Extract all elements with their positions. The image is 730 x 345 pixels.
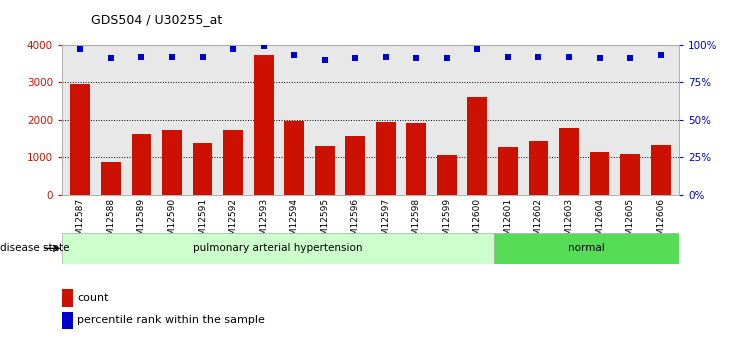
Bar	[71, 84, 91, 195]
Point	[227, 47, 239, 52]
Point	[410, 56, 422, 61]
Text: normal: normal	[568, 244, 604, 253]
Point	[258, 43, 269, 49]
Text: count: count	[77, 293, 109, 303]
Bar	[437, 155, 457, 195]
Point	[288, 52, 300, 58]
Text: pulmonary arterial hypertension: pulmonary arterial hypertension	[193, 244, 363, 253]
Point	[74, 47, 86, 52]
Bar	[223, 130, 243, 195]
Text: percentile rank within the sample: percentile rank within the sample	[77, 315, 265, 325]
Point	[533, 54, 545, 60]
Bar	[131, 134, 151, 195]
Point	[655, 52, 666, 58]
Bar	[498, 147, 518, 195]
Point	[624, 56, 636, 61]
Text: disease state: disease state	[0, 244, 69, 253]
Bar	[253, 55, 274, 195]
Bar	[590, 152, 610, 195]
Bar	[162, 130, 182, 195]
Point	[380, 54, 391, 60]
Bar	[407, 123, 426, 195]
Point	[502, 54, 514, 60]
Bar	[315, 146, 334, 195]
Text: GDS504 / U30255_at: GDS504 / U30255_at	[91, 13, 223, 26]
Bar	[620, 154, 640, 195]
Point	[350, 56, 361, 61]
Bar	[62, 289, 73, 306]
Point	[196, 54, 208, 60]
Bar	[193, 143, 212, 195]
Bar	[467, 97, 488, 195]
Point	[593, 56, 605, 61]
Bar	[284, 121, 304, 195]
Bar	[529, 141, 548, 195]
Bar	[101, 162, 121, 195]
Bar	[62, 233, 493, 264]
Bar	[493, 233, 679, 264]
Bar	[650, 145, 670, 195]
Bar	[345, 136, 365, 195]
Point	[136, 54, 147, 60]
Point	[319, 57, 331, 63]
Bar	[376, 122, 396, 195]
Point	[105, 56, 117, 61]
Point	[166, 54, 178, 60]
Bar	[559, 128, 579, 195]
Point	[441, 56, 453, 61]
Point	[563, 54, 575, 60]
Point	[472, 47, 483, 52]
Bar	[62, 312, 73, 329]
